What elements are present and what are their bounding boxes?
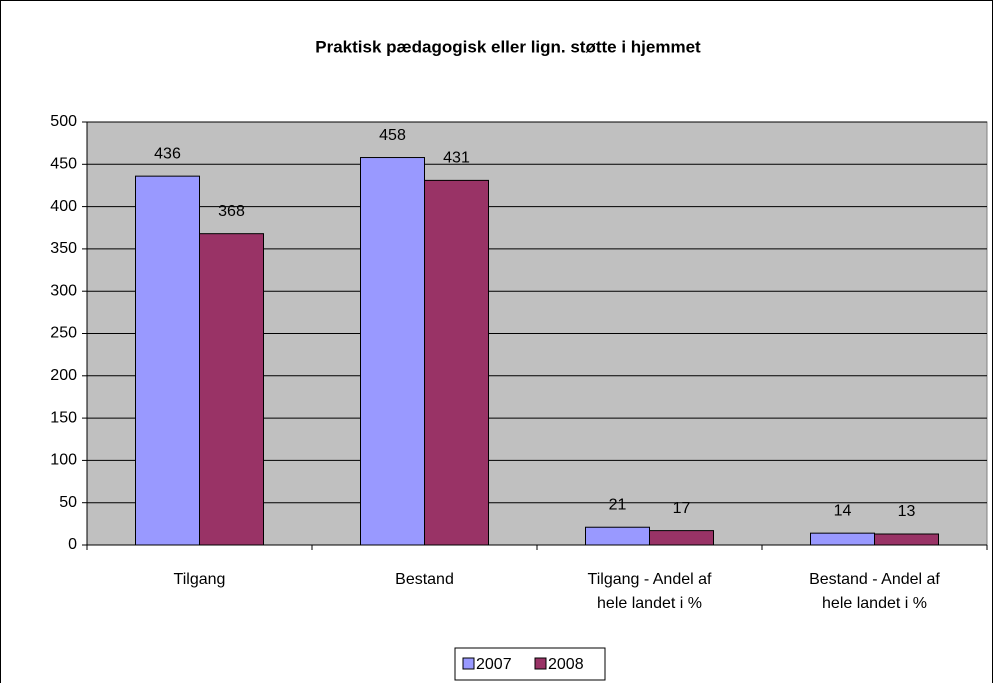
y-tick-label: 300 (50, 282, 77, 299)
y-tick-label: 350 (50, 240, 77, 257)
y-tick-label: 0 (68, 536, 77, 553)
y-tick-label: 400 (50, 198, 77, 215)
x-tick-label: Tilgang (174, 571, 226, 588)
value-label: 17 (673, 500, 691, 517)
bar (424, 179, 489, 546)
value-label: 458 (379, 127, 406, 144)
bar (874, 533, 939, 546)
legend-label: 2007 (476, 656, 512, 673)
y-tick-label: 100 (50, 452, 77, 469)
y-tick-label: 200 (50, 367, 77, 384)
bar (360, 157, 425, 546)
y-tick-label: 250 (50, 325, 77, 342)
x-tick-label-line: hele landet i % (597, 595, 702, 612)
value-label: 436 (154, 145, 181, 162)
y-tick-label: 450 (50, 156, 77, 173)
x-tick-label-line: hele landet i % (822, 595, 927, 612)
y-tick-label: 500 (50, 113, 77, 130)
x-tick-label: Tilgang - Andel af hele landet i % (588, 571, 712, 612)
legend-box (454, 647, 606, 681)
y-tick-label: 50 (59, 494, 77, 511)
bar (810, 532, 875, 546)
bar (135, 175, 200, 546)
value-label: 431 (443, 150, 470, 167)
value-label: 14 (834, 502, 852, 519)
x-tick-label-line: Tilgang - Andel af (588, 571, 712, 588)
value-label: 21 (609, 496, 627, 513)
x-tick-label: Bestand (395, 571, 454, 588)
legend-label: 2008 (548, 656, 584, 673)
value-label: 13 (898, 503, 916, 520)
legend-swatch (534, 657, 547, 670)
legend-swatch (462, 657, 475, 670)
bar (199, 233, 264, 546)
bar (649, 530, 714, 546)
x-tick-label: Bestand - Andel af hele landet i % (809, 571, 940, 612)
value-label: 368 (218, 203, 245, 220)
x-tick-label-line: Bestand - Andel af (809, 571, 940, 588)
chart-title: Praktisk pædagogisk eller lign. støtte i… (315, 37, 701, 56)
y-tick-label: 150 (50, 409, 77, 426)
bar (585, 526, 650, 546)
